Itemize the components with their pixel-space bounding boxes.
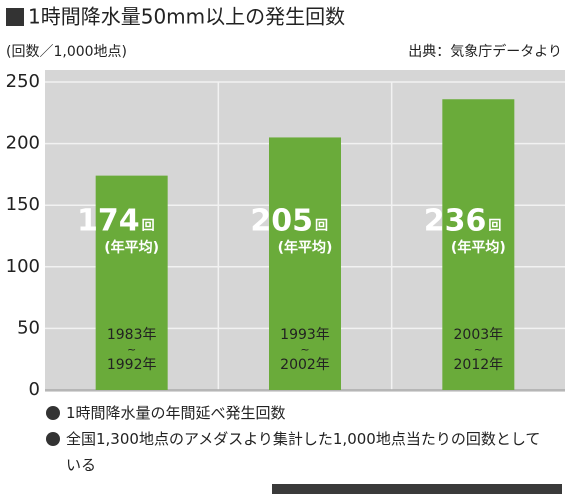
value-unit: 回: [488, 219, 501, 234]
y-tick-label: 150: [6, 194, 40, 215]
category-label: ~: [474, 343, 483, 356]
page: 1時間降水量50mm以上の発生回数 (回数／1,000地点) 出典：気象庁データ…: [0, 0, 572, 494]
notes: 1時間降水量の年間延べ発生回数全国1,300地点のアメダスより集計した1,000…: [46, 400, 546, 478]
category-label: 2003年: [454, 327, 504, 343]
source: 出典：気象庁データより: [408, 43, 562, 60]
category-label: 2012年: [454, 357, 504, 373]
value-label: 174: [77, 204, 140, 239]
y-tick-label: 250: [6, 71, 40, 92]
category-label: ~: [300, 343, 309, 356]
category-label: ~: [127, 343, 136, 356]
y-axis-label: (回数／1,000地点): [6, 44, 127, 60]
category-label: 1992年: [107, 357, 157, 373]
note: 1時間降水量の年間延べ発生回数: [46, 400, 546, 426]
note: 全国1,300地点のアメダスより集計した1,000地点当たりの回数としている: [46, 426, 546, 478]
chart-title: 1時間降水量50mm以上の発生回数: [28, 5, 345, 29]
value-label: 236: [424, 204, 487, 239]
photo-edge: [272, 484, 562, 494]
y-tick-label: 200: [6, 133, 40, 154]
chart: 1時間降水量50mm以上の発生回数 (回数／1,000地点) 出典：気象庁データ…: [0, 0, 572, 400]
y-tick-label: 50: [17, 317, 40, 338]
category-label: 2002年: [280, 357, 330, 373]
y-tick-label: 100: [6, 256, 40, 277]
category-label: 1983年: [107, 327, 157, 343]
title-square: [6, 8, 24, 26]
value-label: 205: [250, 204, 313, 239]
value-note: (年平均): [278, 239, 333, 256]
value-unit: 回: [315, 219, 328, 234]
category-label: 1993年: [280, 327, 330, 343]
value-unit: 回: [142, 219, 155, 234]
value-note: (年平均): [451, 239, 506, 256]
value-note: (年平均): [104, 239, 159, 256]
y-tick-label: 0: [29, 379, 40, 400]
